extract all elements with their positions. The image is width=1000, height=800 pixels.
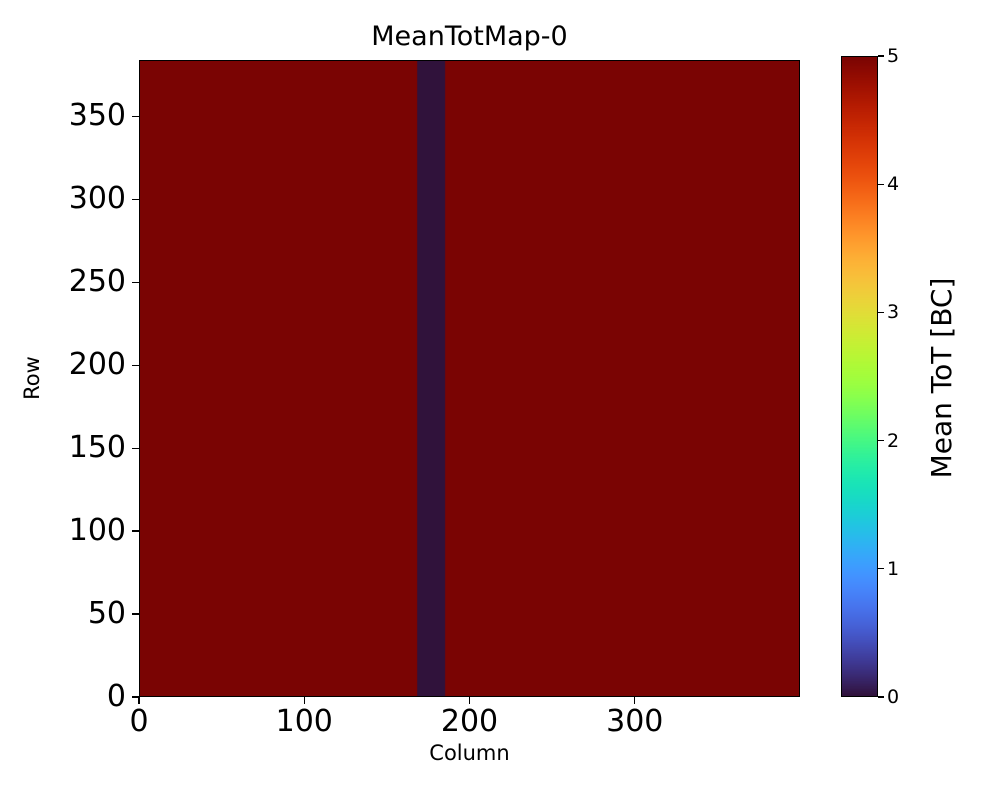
colorbar-tick-mark (878, 183, 884, 185)
x-axis-label: Column (429, 741, 510, 765)
y-tick-mark (132, 281, 139, 283)
y-tick-label: 350 (68, 98, 126, 134)
y-tick-mark (132, 530, 139, 532)
x-tick-label: 100 (275, 704, 333, 739)
colorbar-tick-label: 3 (887, 301, 900, 324)
colorbar-tick-label: 0 (887, 686, 900, 708)
x-tick-label: 200 (440, 704, 499, 739)
y-tick-mark (132, 613, 139, 615)
colorbar-label: Mean ToT [BC] (925, 277, 958, 479)
y-tick-label: 0 (106, 679, 126, 714)
y-tick-mark (132, 364, 139, 366)
page-title: MeanTotMap-0 (371, 21, 568, 52)
y-tick-mark (132, 447, 139, 449)
y-tick-mark (132, 198, 139, 200)
colorbar-tick-label: 2 (887, 429, 900, 452)
colorbar-tick-label: 4 (887, 173, 900, 196)
x-tick-mark (303, 697, 305, 704)
y-tick-label: 50 (87, 596, 126, 632)
colorbar-tick-label: 1 (887, 557, 900, 580)
colorbar-tick-mark (878, 439, 884, 442)
colorbar[interactable] (841, 56, 878, 697)
y-tick-label: 150 (68, 430, 126, 466)
y-tick-label: 300 (68, 181, 126, 217)
heatmap-image (140, 61, 799, 696)
colorbar-tick-mark (878, 311, 884, 314)
colorbar-tick-mark (878, 568, 884, 570)
y-axis-label: Row (20, 356, 44, 400)
y-tick-label: 200 (68, 347, 126, 383)
heatmap-plot-area[interactable] (139, 60, 800, 697)
colorbar-gradient (842, 57, 877, 696)
y-tick-label: 100 (68, 513, 126, 549)
colorbar-tick-mark (878, 55, 884, 57)
y-tick-mark (132, 696, 139, 698)
x-tick-mark (468, 697, 471, 704)
colorbar-tick-mark (878, 696, 884, 698)
x-tick-label: 300 (606, 704, 664, 739)
x-tick-mark (138, 697, 140, 704)
y-tick-label: 250 (68, 264, 126, 300)
x-tick-mark (634, 697, 636, 704)
colorbar-tick-label: 5 (887, 45, 900, 67)
x-tick-label: 0 (129, 704, 149, 739)
y-tick-mark (132, 115, 139, 118)
